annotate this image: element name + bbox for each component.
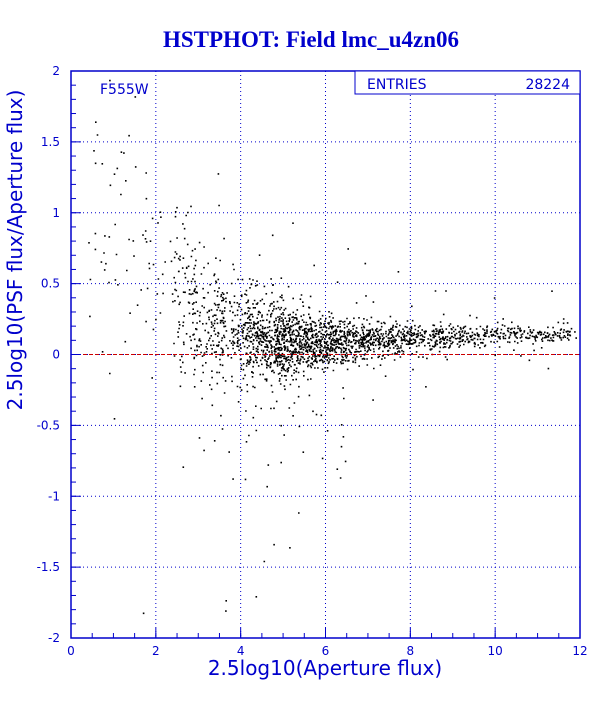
x-tick-label: 4 xyxy=(237,644,245,658)
y-tick-label: -1 xyxy=(48,489,60,503)
axis-ticks xyxy=(70,70,581,639)
x-tick-label: 0 xyxy=(67,644,75,658)
chart-title: HSTPHOT: Field lmc_u4zn06 xyxy=(163,27,459,52)
x-tick-label: 2 xyxy=(152,644,160,658)
y-tick-labels: -2 -1.5 -1 -0.5 0 0.5 1 1.5 2 xyxy=(37,64,60,645)
scatter-point-cloud xyxy=(88,79,577,615)
y-tick-label: 2 xyxy=(52,64,60,78)
x-tick-label: 6 xyxy=(322,644,330,658)
y-tick-label: -1.5 xyxy=(37,560,60,574)
scatter-points xyxy=(88,79,577,615)
x-axis-label: 2.5log10(Aperture flux) xyxy=(208,656,442,680)
stats-box: ENTRIES 28224 xyxy=(354,70,581,95)
stats-entries-label: ENTRIES xyxy=(367,77,427,93)
stats-box-frame xyxy=(354,70,581,95)
filter-label: F555W xyxy=(100,82,149,98)
y-tick-label: -0.5 xyxy=(37,418,60,432)
y-tick-label: -2 xyxy=(48,631,60,645)
y-tick-label: 1 xyxy=(52,206,60,220)
x-tick-labels: 0 2 4 6 8 10 12 xyxy=(67,644,587,658)
stats-entries-value: 28224 xyxy=(525,77,570,93)
y-tick-label: 0 xyxy=(52,348,60,362)
y-axis-label: 2.5log10(PSF flux/Aperture flux) xyxy=(3,90,27,411)
grid xyxy=(71,71,580,638)
x-tick-label: 10 xyxy=(488,644,503,658)
x-tick-label: 12 xyxy=(572,644,587,658)
y-tick-label: 1.5 xyxy=(41,135,60,149)
x-tick-label: 8 xyxy=(407,644,415,658)
y-tick-label: 0.5 xyxy=(41,277,60,291)
